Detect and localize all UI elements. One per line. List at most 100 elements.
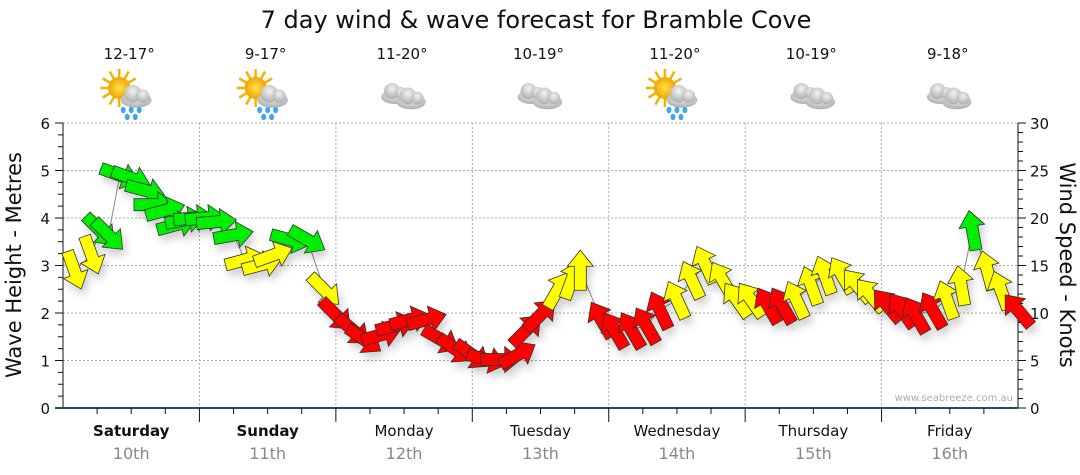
wind-arrow [946, 265, 975, 307]
rain-drop [257, 106, 263, 114]
day-name: Thursday [777, 422, 848, 440]
wind-arrows [61, 162, 1037, 374]
cloud-part [820, 91, 833, 105]
rain-drop [128, 106, 134, 114]
rain-drop [269, 113, 275, 121]
right-tick-label: 10 [1030, 305, 1049, 323]
day-name: Monday [374, 422, 433, 440]
sun-ray [259, 70, 267, 80]
wind-arrow [61, 248, 89, 290]
temperature-range: 10-19° [513, 45, 564, 63]
wind-arrow [617, 312, 648, 351]
temperature-range: 12-17° [104, 45, 155, 63]
wind-arrow [195, 207, 238, 236]
left-tick-label: 5 [40, 163, 50, 181]
rain-drop [666, 106, 672, 114]
sun-cloud-rain-icon [236, 69, 289, 121]
day-date: 13th [522, 444, 559, 463]
sun-cloud-rain-icon [100, 69, 152, 121]
day-name: Sunday [236, 422, 299, 440]
wind-arrow [600, 312, 631, 351]
sun-ray [238, 77, 248, 85]
wind-arrow [78, 233, 106, 275]
cloudy-icon [926, 83, 972, 110]
sun-ray [245, 96, 252, 106]
day-date: 14th [659, 444, 696, 463]
chart-title: 7 day wind & wave forecast for Bramble C… [261, 6, 812, 34]
left-tick-label: 1 [40, 353, 50, 371]
wind-arrow [932, 280, 960, 322]
gridlines [63, 122, 1018, 408]
day-labels: Saturday 10th Sunday 11th Monday 12th Tuesday 1… [93, 422, 973, 463]
sun-ray [127, 77, 137, 85]
day-date: 11th [249, 444, 286, 463]
rain-drop [265, 106, 271, 114]
cloud-part [272, 89, 286, 103]
cloudy-icon [790, 83, 836, 110]
wind-arrow [212, 220, 254, 249]
cloud-part [956, 91, 970, 105]
sun-ray [238, 91, 248, 99]
left-tick-label: 2 [40, 305, 50, 323]
watermark: www.seabreeze.com.au [895, 393, 1013, 404]
rain-drop [124, 113, 130, 121]
wind-arrow [958, 210, 986, 252]
sun-ray [654, 96, 662, 106]
wind-arrow [89, 216, 124, 250]
rain-drop [674, 106, 680, 114]
day-name: Wednesday [634, 422, 721, 440]
day-name: Saturday [93, 422, 170, 440]
cloud-part [547, 91, 561, 105]
sun-ray [123, 70, 130, 80]
sun-ray [108, 96, 116, 106]
right-tick-label: 20 [1030, 210, 1049, 228]
rain-drop [670, 113, 676, 121]
sun-ray [647, 91, 657, 99]
sun-ray [672, 77, 683, 85]
daily-weather: 12-17° 9-17° 11-20° 10-19° 11-20° 10-19° 9-18° [100, 45, 972, 121]
wind-arrow [405, 305, 447, 333]
wind-arrow [632, 307, 662, 347]
sun-ray [102, 91, 112, 99]
left-axis-title: Wave Height - Metres [2, 152, 26, 378]
cloudy-icon [381, 83, 426, 110]
temperature-range: 11-20° [649, 45, 700, 63]
sun-ray [668, 70, 676, 80]
temperature-range: 9-17° [245, 45, 287, 63]
left-tick-label: 3 [40, 258, 50, 276]
wind-trend-line [74, 174, 1019, 361]
wind-arrow [566, 249, 595, 291]
rain-drop [678, 113, 684, 121]
left-tick-label: 0 [40, 400, 50, 418]
sun-ray [654, 70, 662, 80]
right-tick-label: 5 [1030, 353, 1040, 371]
sun-ray [245, 70, 252, 80]
cloud-part [411, 91, 424, 105]
right-tick-label: 15 [1030, 258, 1049, 276]
rain-drop [682, 106, 688, 114]
wind-arrow [286, 224, 326, 254]
temperature-range: 11-20° [377, 45, 428, 63]
rain-drop [120, 106, 126, 114]
day-date: 10th [113, 444, 150, 463]
cloud-part [136, 89, 150, 103]
rain-drop [273, 106, 279, 114]
day-date: 15th [795, 444, 832, 463]
right-axis-title: Wind Speed - Knots [1055, 162, 1079, 367]
day-name: Friday [927, 422, 973, 440]
wind-arrow [901, 297, 932, 336]
sun-ray [263, 77, 273, 85]
cloud-part [681, 89, 696, 103]
left-tick-label: 6 [40, 115, 50, 133]
day-date: 12th [386, 444, 423, 463]
wind-arrow [768, 287, 798, 327]
rain-drop [132, 113, 138, 121]
sun-ray [647, 77, 657, 85]
sun-ray [108, 70, 116, 80]
sun-cloud-rain-icon [645, 69, 698, 121]
day-name: Tuesday [509, 422, 571, 440]
wind-arrow [251, 240, 293, 269]
temperature-range: 10-19° [786, 45, 837, 63]
rain-drop [136, 106, 142, 114]
